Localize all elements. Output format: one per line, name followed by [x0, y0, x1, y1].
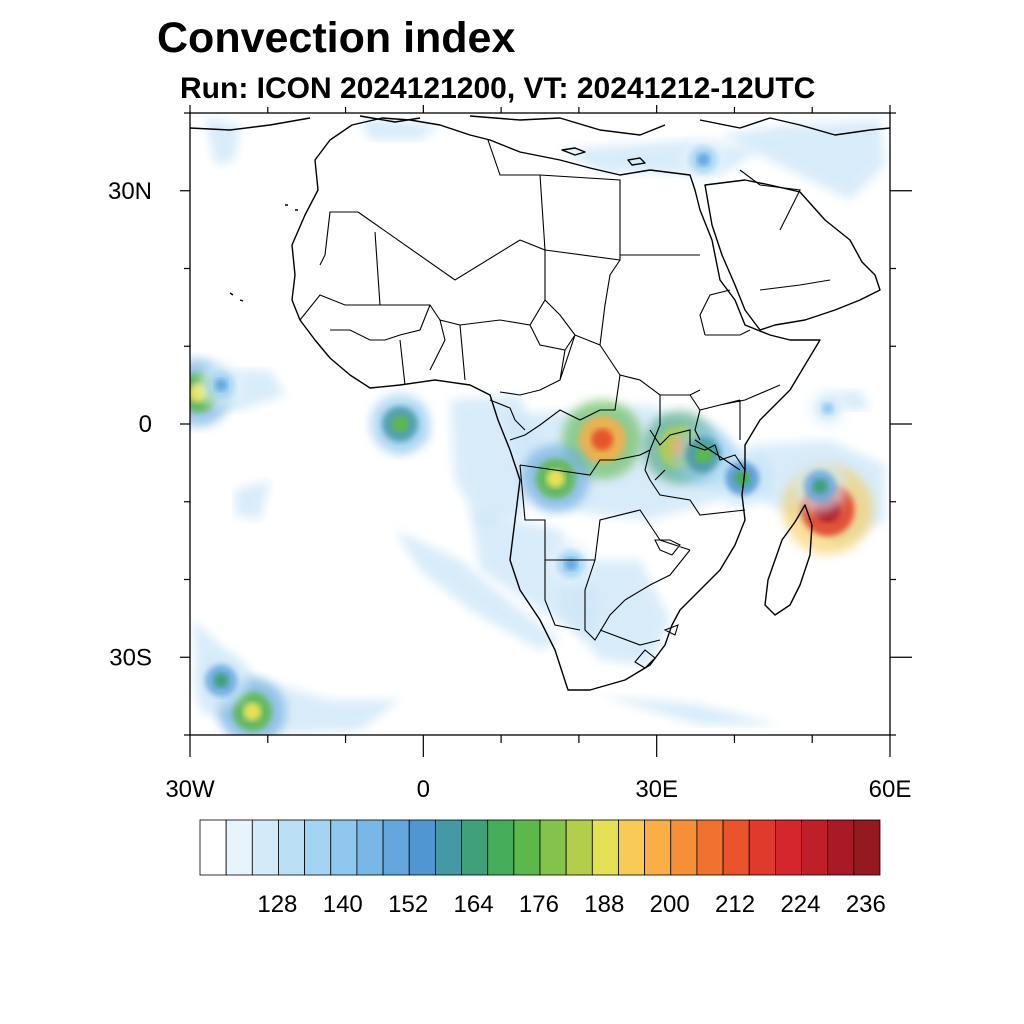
- lon-tick-label: 30E: [635, 776, 678, 803]
- convection-core: [695, 446, 712, 464]
- colorbar-swatch: [618, 819, 646, 876]
- convection-core: [213, 673, 229, 688]
- colorbar-label: 164: [454, 891, 494, 918]
- convection-core: [243, 702, 262, 721]
- colorbar-swatch: [251, 819, 279, 876]
- lon-tick-label: 30W: [165, 776, 215, 803]
- colorbar-swatch: [774, 819, 802, 876]
- convection-haze: [600, 695, 780, 725]
- colorbar-label: 128: [257, 891, 297, 918]
- colorbar-swatch: [670, 819, 698, 876]
- lat-tick-label: 0: [139, 411, 152, 438]
- country-borders: [299, 139, 831, 669]
- map-subtitle: Run: ICON 2024121200, VT: 20241212-12UTC: [180, 72, 816, 105]
- convection-core: [822, 402, 834, 415]
- africa-coastline: [291, 117, 821, 691]
- colorbar-swatch: [853, 819, 881, 876]
- colorbar-label: 200: [650, 891, 690, 918]
- colorbar-swatch: [539, 819, 567, 876]
- convection-core: [214, 378, 228, 392]
- colorbar-swatch: [408, 819, 436, 876]
- convection-haze: [560, 140, 760, 175]
- colorbar-label: 224: [780, 891, 820, 918]
- colorbar-swatch: [591, 819, 619, 876]
- lat-tick-label: 30N: [108, 178, 152, 205]
- colorbar-label: 176: [519, 891, 559, 918]
- convection-haze: [360, 118, 440, 140]
- europe-coastline: [190, 115, 890, 136]
- convection-haze: [560, 560, 670, 665]
- colorbar-swatch: [382, 819, 410, 876]
- colorbar-swatch: [513, 819, 541, 876]
- coastlines: [190, 115, 890, 691]
- colorbar-swatch: [278, 819, 306, 876]
- colorbar-swatch: [801, 819, 829, 876]
- colorbar-swatch: [461, 819, 489, 876]
- colorbar-label: 140: [323, 891, 363, 918]
- convection-core: [812, 478, 828, 494]
- lat-tick-label: 30S: [109, 644, 152, 671]
- colorbar-swatch: [644, 819, 672, 876]
- convection-core: [591, 428, 614, 451]
- colorbar-swatch: [487, 819, 515, 876]
- convection-core: [564, 557, 578, 571]
- map-title: Convection index: [157, 14, 516, 62]
- axis-ticks: [180, 105, 912, 757]
- convection-haze: [395, 530, 560, 650]
- convection-core: [696, 153, 710, 167]
- convection-haze: [205, 118, 240, 165]
- colorbar-label: 188: [584, 891, 624, 918]
- colorbar-swatch: [696, 819, 724, 876]
- colorbar-swatch: [748, 819, 776, 876]
- colorbar: [199, 819, 881, 876]
- colorbar-swatch: [330, 819, 358, 876]
- colorbar-swatch: [434, 819, 462, 876]
- colorbar-swatch: [356, 819, 384, 876]
- med-islands: [561, 147, 646, 166]
- convection-field: [190, 118, 885, 735]
- colorbar-swatch: [304, 819, 332, 876]
- arabia-coastline: [704, 179, 881, 331]
- lon-tick-label: 60E: [869, 776, 912, 803]
- colorbar-swatch: [199, 819, 227, 876]
- colorbar-labels: 128 140 152 164 176 188 200 212 224 236: [257, 891, 886, 918]
- convection-core: [391, 415, 409, 433]
- atlantic-islands: [229, 204, 298, 302]
- lon-tick-label: 0: [417, 776, 430, 803]
- colorbar-swatch: [565, 819, 593, 876]
- colorbar-swatch: [225, 819, 253, 876]
- colorbar-swatch: [722, 819, 750, 876]
- colorbar-swatch: [827, 819, 855, 876]
- convection-core: [734, 470, 751, 487]
- colorbar-label: 152: [388, 891, 428, 918]
- madagascar-coastline: [764, 504, 813, 616]
- colorbar-label: 212: [715, 891, 755, 918]
- axis-tick-labels: 30N 0 30S 30W 0 30E 60E: [108, 178, 911, 803]
- convection-haze: [235, 480, 270, 520]
- convection-haze: [720, 120, 885, 200]
- convection-core: [546, 469, 565, 488]
- colorbar-label: 236: [846, 891, 886, 918]
